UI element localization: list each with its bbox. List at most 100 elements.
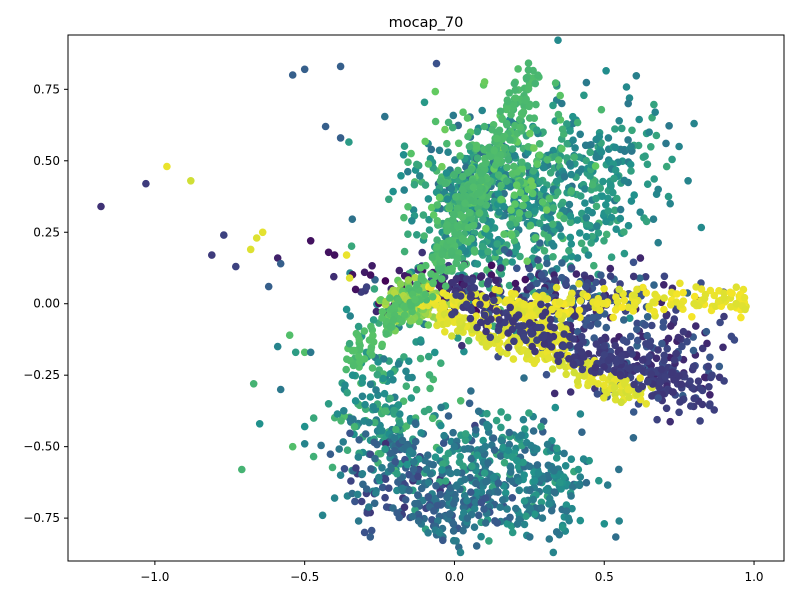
data-point xyxy=(581,185,589,193)
data-point xyxy=(366,393,375,401)
data-point xyxy=(450,499,458,508)
data-point xyxy=(706,391,714,399)
data-point xyxy=(642,217,651,226)
data-point xyxy=(686,377,694,386)
data-point xyxy=(404,203,412,211)
data-point xyxy=(386,394,395,403)
data-point xyxy=(378,426,386,435)
data-point xyxy=(511,86,519,94)
data-point xyxy=(564,514,573,522)
data-point xyxy=(464,223,473,232)
data-point xyxy=(578,365,587,374)
data-point xyxy=(451,230,459,238)
data-point xyxy=(662,139,670,148)
data-point xyxy=(530,477,539,485)
data-point xyxy=(494,488,502,496)
data-point xyxy=(525,264,534,273)
data-point xyxy=(668,155,676,164)
data-point xyxy=(421,290,430,299)
data-point xyxy=(258,228,267,237)
data-point xyxy=(421,137,430,146)
data-point xyxy=(720,294,728,302)
data-point xyxy=(369,403,377,411)
data-point xyxy=(391,301,399,310)
data-point xyxy=(378,464,386,472)
data-point xyxy=(639,283,647,292)
data-point xyxy=(520,300,529,309)
data-point xyxy=(349,361,358,370)
data-point xyxy=(476,300,484,309)
data-point xyxy=(458,341,466,350)
data-point xyxy=(516,188,525,197)
data-point xyxy=(554,310,563,319)
data-point xyxy=(547,343,556,351)
data-point xyxy=(490,446,499,454)
data-point xyxy=(687,402,695,410)
data-point xyxy=(444,148,452,156)
data-point xyxy=(285,331,294,340)
data-point xyxy=(696,417,704,425)
data-point xyxy=(368,364,377,372)
data-point xyxy=(502,258,510,266)
data-point xyxy=(597,271,605,280)
data-point xyxy=(465,399,474,408)
data-point xyxy=(541,308,550,317)
data-point xyxy=(627,197,636,205)
data-point xyxy=(533,279,541,288)
data-point xyxy=(273,342,282,351)
data-point xyxy=(636,254,645,262)
data-point xyxy=(629,272,638,281)
data-point xyxy=(698,400,707,409)
data-point xyxy=(575,341,584,350)
data-point xyxy=(648,321,656,330)
data-point xyxy=(506,136,514,144)
data-point xyxy=(654,185,662,194)
data-point xyxy=(452,482,461,490)
points-layer xyxy=(97,36,750,557)
data-point xyxy=(375,473,383,482)
data-point xyxy=(441,477,450,485)
data-point xyxy=(526,302,535,310)
chart-title: mocap_70 xyxy=(389,15,464,31)
data-point xyxy=(641,152,649,160)
data-point xyxy=(726,288,735,297)
data-point xyxy=(433,236,441,244)
data-point xyxy=(502,105,511,114)
data-point xyxy=(558,99,566,108)
data-point xyxy=(499,496,507,504)
data-point xyxy=(625,393,633,402)
data-point xyxy=(427,270,435,278)
data-point xyxy=(360,268,369,277)
data-point xyxy=(534,256,542,264)
data-point xyxy=(654,238,662,247)
data-point xyxy=(424,321,433,329)
data-point xyxy=(405,486,413,495)
data-point xyxy=(429,211,438,219)
data-point xyxy=(688,313,696,321)
data-point xyxy=(476,198,485,206)
data-point xyxy=(558,273,566,282)
data-point xyxy=(448,123,457,132)
data-point xyxy=(577,192,585,200)
data-point xyxy=(620,228,628,236)
data-point xyxy=(460,347,468,356)
data-point xyxy=(354,517,363,525)
data-point xyxy=(550,389,559,398)
data-point xyxy=(643,160,652,169)
data-point xyxy=(576,297,585,305)
data-point xyxy=(450,170,459,179)
data-point xyxy=(361,400,369,409)
data-point xyxy=(407,301,416,310)
data-point xyxy=(675,408,683,417)
data-point xyxy=(565,341,574,350)
data-point xyxy=(526,283,534,291)
data-point xyxy=(732,283,741,292)
data-point xyxy=(504,155,513,164)
data-point xyxy=(477,248,486,257)
data-point xyxy=(568,483,577,491)
data-point xyxy=(519,415,528,424)
data-point xyxy=(582,282,590,291)
data-point xyxy=(97,202,105,211)
data-point xyxy=(570,153,578,161)
data-point xyxy=(514,322,523,331)
